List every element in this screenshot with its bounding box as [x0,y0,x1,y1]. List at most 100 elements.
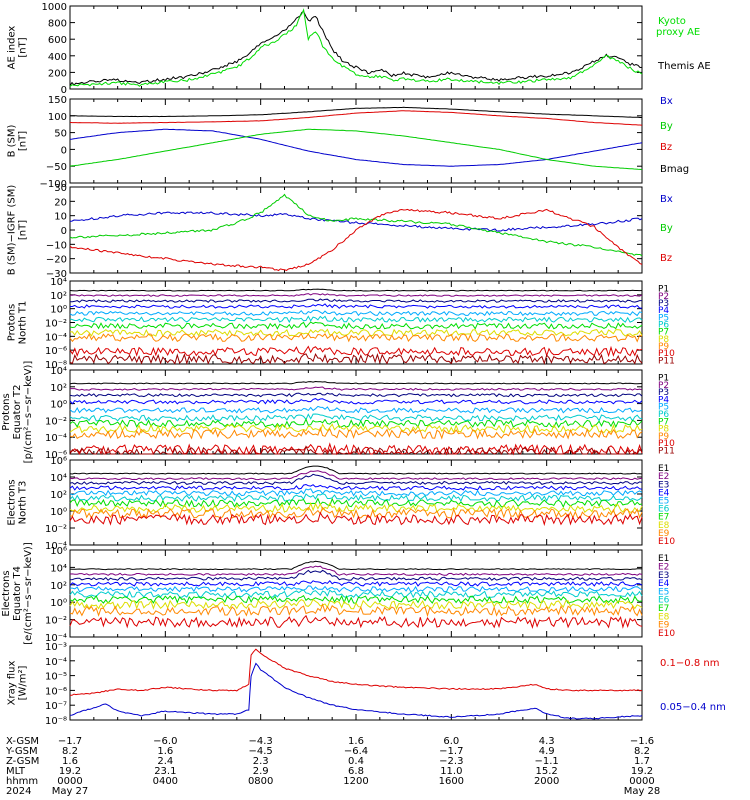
y-tick-label: 10⁰ [50,305,67,316]
y-axis-label: ProtonsNorth T1 [7,301,29,345]
ephemeris-table: X-GSMY-GSMZ-GSMMLThhmm2024−1.78.21.619.2… [5,736,660,797]
y-tick-label: 10⁴ [50,563,67,574]
y-tick-label: 100 [48,112,67,123]
ephemeris-value: 1.6 [348,736,364,747]
legend-p7: P7 [658,417,669,427]
y-tick-label: 10⁻⁴ [45,332,67,343]
channel-line-p10 [69,442,643,456]
y-axis-label-line: Electrons [7,479,18,525]
legend-e5: E5 [658,587,669,597]
y-tick-label: 10² [50,383,67,394]
y-tick-label: 10⁻⁴ [45,657,67,668]
legend-p10: P10 [658,439,675,449]
ephemeris-row-label: X-GSM [6,736,39,747]
legend-e7: E7 [658,513,669,523]
ephemeris-value: 2000 [534,776,559,787]
channel-line-p1 [69,288,643,292]
ephemeris-value: −4.3 [249,736,273,747]
ephemeris-row-label: MLT [6,766,26,777]
channel-line-e5 [69,488,643,497]
y-axis-label-line: [nT] [18,37,29,57]
legend-0-05-0-4-nm: 0.05−0.4 nm [660,702,726,713]
panel-bigrf: −30 −20 −10 0 10 20 30 B (SM)−IGRF (SM)[nT] Bx By… [7,183,673,280]
ephemeris-value: 1.7 [634,756,650,767]
legend-p11: P11 [658,356,675,366]
y-tick-label: 0 [61,85,67,96]
ephemeris-value: 8.2 [62,746,78,757]
channel-line-p6 [69,413,643,422]
legend-themis-ae: Themis AE [657,61,711,72]
channel-line-p9 [69,332,643,343]
y-axis-label: ProtonsEquator T2[p/(cm²−s−sr−keV)] [1,361,34,464]
legend-p1: P1 [658,374,669,384]
channel-line-e7 [69,497,643,508]
y-tick-label: −20 [46,255,67,266]
y-tick-label: 10⁻² [45,319,67,330]
legend-e10: E10 [658,629,675,639]
panel-frame [69,98,643,184]
legend-e8: E8 [658,612,670,622]
ephemeris-value: −6.4 [344,746,368,757]
y-tick-label: 20 [54,197,67,208]
y-tick-label: 10 [54,212,67,223]
y-tick-label: 10⁻⁴ [45,433,67,444]
y-tick-label: 10⁻⁸ [45,360,67,371]
channel-line-e1 [69,465,643,475]
y-tick-label: 10⁴ [50,366,67,377]
channel-line-e10 [69,511,643,527]
ephemeris-value: 1200 [343,776,368,787]
series-line-0-05-0-4-nm [69,662,643,720]
y-axis-label-line: B (SM)−IGRF (SM) [7,185,18,276]
legend-e4: E4 [658,579,670,589]
y-axis-label-line: North T3 [18,481,29,525]
legend-p6: P6 [658,410,669,420]
series-line-by [69,128,643,171]
series-line-by [69,193,643,257]
channel-line-p8 [69,328,643,338]
legend-p5: P5 [658,403,669,413]
y-axis-label-line: Equator T4 [12,566,23,621]
legend-p10: P10 [658,349,675,359]
y-axis-label: AE index[nT] [7,26,29,70]
ephemeris-value: 0.4 [348,756,364,767]
channel-line-e2 [69,565,643,576]
ephemeris-value: 2.3 [253,756,269,767]
channel-line-e4 [69,580,643,587]
channel-line-e3 [69,473,643,485]
legend-bmag: Bmag [660,164,689,175]
ephemeris-value: 0000 [57,776,82,787]
series-line-bmag [70,106,642,118]
legend-p8: P8 [658,425,669,435]
panel-e_equator_t4: 10⁶ 10⁴ 10² 10⁰ 10⁻² 10⁻⁴ ElectronsEquator T4[… [1,542,675,645]
channel-line-e8 [69,501,643,514]
series-line-bz [69,110,643,126]
legend-p1: P1 [658,285,669,295]
y-tick-label: 10⁻² [45,416,67,427]
ephemeris-value: 2.9 [253,766,269,777]
legend-p2: P2 [658,381,669,391]
ephemeris-value: 4.9 [539,746,555,757]
series-line-0-1-0-8-nm [70,648,643,696]
ephemeris-row-label: Y-GSM [5,746,38,757]
ephemeris-value: 6.0 [443,736,459,747]
y-tick-label: 600 [48,35,67,46]
ephemeris-value: 1.6 [62,756,78,767]
channel-line-e2 [69,470,643,481]
y-axis-label: ElectronsEquator T4[e/(cm²−s−sr−keV)] [1,542,34,645]
channel-line-e9 [69,506,643,520]
channel-line-p4 [69,398,643,405]
legend-e3: E3 [658,480,669,490]
y-tick-label: 10⁻⁴ [45,541,67,552]
y-tick-label: 50 [54,129,67,140]
legend-p8: P8 [658,335,669,345]
y-tick-label: 10⁰ [50,507,67,518]
channel-line-e8 [69,598,643,611]
y-tick-label: 10⁰ [50,598,67,609]
ephemeris-value: 19.2 [59,766,81,777]
y-tick-label: 10⁻² [45,616,67,627]
y-axis-label-line: Electrons [1,570,12,616]
channel-line-p2 [70,386,643,391]
legend-bx: Bx [660,194,673,205]
legend-e2: E2 [658,562,669,572]
